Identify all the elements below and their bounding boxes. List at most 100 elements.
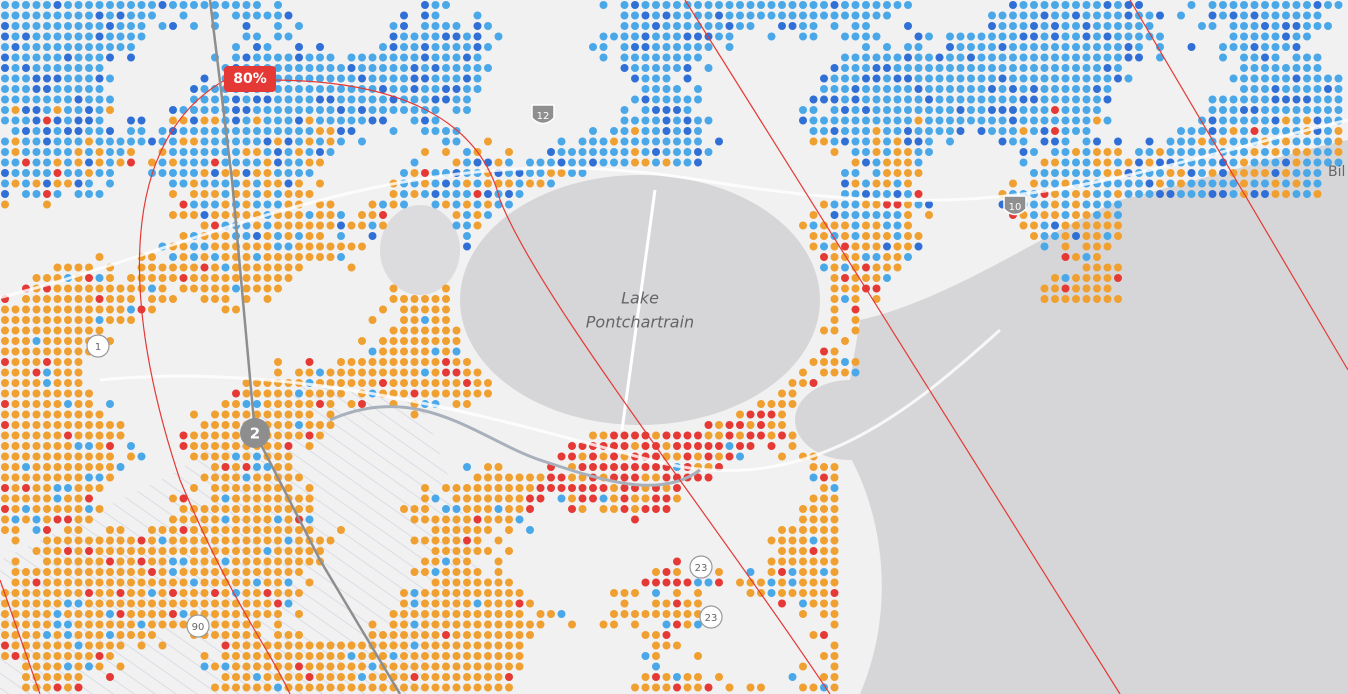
hazard-dot (1061, 284, 1070, 293)
hazard-dot (358, 95, 366, 104)
hazard-dot (1072, 106, 1080, 114)
hazard-dot (358, 683, 366, 692)
hazard-dot (158, 284, 167, 293)
hazard-dot (914, 242, 923, 251)
hazard-dot (998, 11, 1007, 20)
hazard-dot (106, 106, 114, 114)
hazard-dot (137, 452, 146, 461)
hazard-dot (127, 547, 135, 555)
hazard-dot (820, 652, 828, 660)
hazard-dot (788, 22, 797, 30)
hazard-dot (22, 568, 30, 576)
hazard-dot (242, 463, 251, 471)
hazard-dot (32, 368, 41, 377)
hazard-dot (830, 641, 839, 650)
hazard-dot (253, 53, 261, 62)
hazard-dot (1061, 232, 1070, 240)
hazard-dot (1040, 116, 1049, 125)
hazard-dot (347, 127, 356, 135)
hazard-dot (820, 484, 828, 492)
hazard-dot (862, 179, 870, 188)
hazard-dot (851, 137, 860, 146)
hazard-dot (484, 631, 492, 639)
hazard-dot (211, 515, 219, 524)
hazard-dot (1061, 137, 1070, 146)
hazard-dot (179, 169, 188, 177)
hazard-dot (116, 662, 125, 671)
hazard-dot (452, 200, 461, 209)
hazard-dot (809, 557, 818, 566)
hazard-dot (673, 85, 681, 93)
hazard-dot (148, 305, 156, 314)
hazard-dot (221, 242, 230, 251)
hazard-dot (463, 494, 471, 503)
hazard-dot (767, 431, 776, 440)
hazard-dot (662, 505, 671, 513)
hazard-dot (463, 85, 471, 93)
hazard-dot (421, 662, 429, 671)
hazard-dot (22, 599, 30, 608)
hazard-dot (1030, 22, 1038, 30)
hazard-dot (473, 484, 482, 492)
hazard-dot (400, 337, 408, 345)
hazard-dot (253, 200, 261, 209)
hazard-dot (64, 148, 72, 156)
hazard-dot (431, 190, 440, 198)
hazard-dot (53, 652, 62, 660)
hazard-dot (410, 631, 419, 639)
hazard-dot (652, 631, 660, 639)
hazard-dot (11, 326, 20, 335)
hazard-dot (967, 116, 975, 125)
hazard-dot (106, 1, 114, 9)
hazard-dot (851, 305, 860, 314)
hazard-dot (830, 148, 839, 156)
hazard-dot (1051, 106, 1059, 114)
hazard-dot (53, 358, 62, 366)
hazard-dot (305, 368, 314, 377)
hazard-dot (295, 431, 303, 440)
hazard-dot (127, 620, 135, 629)
hazard-dot (767, 32, 776, 41)
hazard-dot (631, 11, 639, 20)
hazard-dot (389, 295, 398, 303)
hazard-dot (43, 557, 51, 566)
hazard-dot (473, 368, 482, 377)
hazard-dot (1040, 22, 1049, 30)
hazard-dot (53, 316, 62, 324)
hazard-dot (788, 526, 797, 534)
hazard-dot (253, 32, 261, 41)
hazard-dot (242, 589, 251, 597)
hazard-dot (43, 200, 51, 209)
hazard-dot (631, 442, 639, 450)
hazard-dot (421, 32, 429, 41)
hazard-dot (305, 232, 314, 240)
hazard-dot (74, 190, 83, 198)
hazard-dot (11, 127, 20, 135)
hazard-dot (725, 43, 734, 51)
hazard-dot (95, 536, 104, 545)
hazard-dot (778, 410, 786, 419)
hazard-dot (74, 673, 83, 681)
hazard-dot (410, 158, 419, 167)
hazard-dot (232, 599, 240, 608)
hazard-dot (1292, 169, 1301, 177)
hazard-dot (452, 64, 461, 72)
hazard-dot (956, 64, 965, 72)
hazard-dot (148, 589, 156, 597)
hazard-dot (295, 641, 303, 650)
hazard-dot (1292, 1, 1301, 9)
hazard-dot (1103, 95, 1112, 104)
hazard-dot (127, 43, 135, 51)
hazard-dot (389, 641, 398, 650)
hazard-dot (211, 494, 219, 503)
hazard-dot (295, 232, 303, 240)
hazard-dot (620, 127, 629, 135)
hazard-dot (452, 347, 461, 356)
hazard-dot (1282, 190, 1290, 198)
hazard-dot (295, 158, 303, 167)
hazard-dot (494, 610, 503, 618)
hazard-dot (389, 200, 398, 209)
hazard-dot (641, 64, 650, 72)
hazard-dot (263, 137, 272, 146)
hazard-dot (400, 631, 408, 639)
